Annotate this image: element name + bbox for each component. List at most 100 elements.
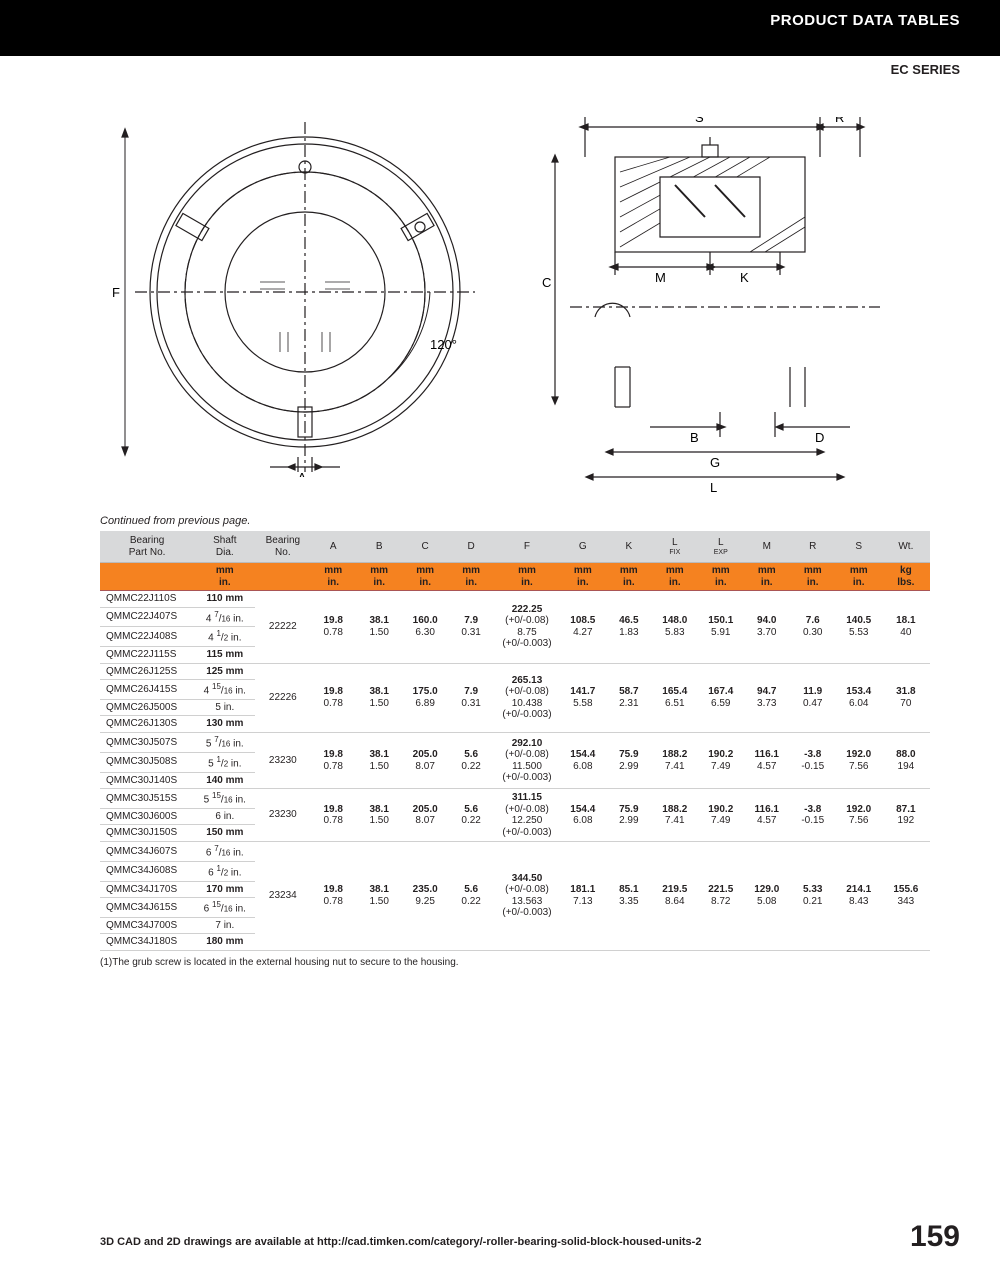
unit-header: mmin. <box>448 563 494 591</box>
dim-G: 181.17.13 <box>560 841 606 950</box>
part-no: QMMC30J507S <box>100 732 194 752</box>
dim-F: 292.10(+0/-0.08)11.500(+0/-0.003) <box>494 732 560 788</box>
unit-header: mmin. <box>494 563 560 591</box>
dim-A: 19.80.78 <box>310 732 356 788</box>
svg-text:D: D <box>815 430 824 445</box>
svg-text:L: L <box>710 480 717 495</box>
part-no: QMMC26J130S <box>100 716 194 733</box>
shaft-dia: 140 mm <box>194 772 255 789</box>
diagram-section: C S R M K B D G L <box>520 117 900 497</box>
dim-S: 192.07.56 <box>836 732 882 788</box>
dim-M: 116.14.57 <box>744 732 790 788</box>
dim-Lfix: 188.27.41 <box>652 732 698 788</box>
unit-header: mmin. <box>194 563 255 591</box>
bearing-no: 23234 <box>255 841 310 950</box>
unit-header: mmin. <box>356 563 402 591</box>
header-bar: PRODUCT DATA TABLES <box>0 0 1000 56</box>
dim-A: 19.80.78 <box>310 663 356 732</box>
col-header: C <box>402 531 448 563</box>
col-header: A <box>310 531 356 563</box>
col-header: K <box>606 531 652 563</box>
dim-K: 75.92.99 <box>606 732 652 788</box>
svg-text:M: M <box>655 270 666 285</box>
dim-Lfix: 188.27.41 <box>652 789 698 842</box>
dim-Lexp: 150.15.91 <box>698 591 744 664</box>
dim-S: 140.55.53 <box>836 591 882 664</box>
unit-header: mmin. <box>310 563 356 591</box>
part-no: QMMC30J508S <box>100 752 194 772</box>
part-no: QMMC34J615S <box>100 898 194 918</box>
dim-Lexp: 190.27.49 <box>698 732 744 788</box>
col-header: LFIX <box>652 531 698 563</box>
shaft-dia: 110 mm <box>194 591 255 608</box>
dim-Lexp: 167.46.59 <box>698 663 744 732</box>
shaft-dia: 5 15/16 in. <box>194 789 255 809</box>
part-no: QMMC34J608S <box>100 861 194 881</box>
dim-B: 38.11.50 <box>356 789 402 842</box>
shaft-dia: 115 mm <box>194 647 255 664</box>
svg-text:F: F <box>112 285 120 300</box>
part-no: QMMC26J500S <box>100 699 194 716</box>
dim-D: 5.60.22 <box>448 789 494 842</box>
dim-M: 129.05.08 <box>744 841 790 950</box>
col-header: BearingPart No. <box>100 531 194 563</box>
dim-B: 38.11.50 <box>356 663 402 732</box>
dim-C: 235.09.25 <box>402 841 448 950</box>
dim-A: 19.80.78 <box>310 841 356 950</box>
page-footer: 3D CAD and 2D drawings are available at … <box>0 1228 1000 1268</box>
svg-text:R: R <box>835 117 844 125</box>
unit-header: mmin. <box>698 563 744 591</box>
shaft-dia: 170 mm <box>194 881 255 898</box>
dim-R: 7.60.30 <box>790 591 836 664</box>
col-header: B <box>356 531 402 563</box>
shaft-dia: 4 7/16 in. <box>194 607 255 627</box>
dim-Lexp: 190.27.49 <box>698 789 744 842</box>
dim-R: -3.8-0.15 <box>790 732 836 788</box>
dim-Lfix: 148.05.83 <box>652 591 698 664</box>
shaft-dia: 6 7/16 in. <box>194 841 255 861</box>
table-body: QMMC22J110S110 mm2222219.80.7838.11.5016… <box>100 591 930 951</box>
shaft-dia: 7 in. <box>194 917 255 934</box>
part-no: QMMC22J110S <box>100 591 194 608</box>
dim-B: 38.11.50 <box>356 732 402 788</box>
part-no: QMMC30J150S <box>100 825 194 842</box>
dim-R: -3.8-0.15 <box>790 789 836 842</box>
dim-M: 94.03.70 <box>744 591 790 664</box>
shaft-dia: 6 in. <box>194 808 255 825</box>
dim-F: 344.50(+0/-0.08)13.563(+0/-0.003) <box>494 841 560 950</box>
part-no: QMMC22J407S <box>100 607 194 627</box>
page-number: 159 <box>910 1220 960 1254</box>
dim-R: 5.330.21 <box>790 841 836 950</box>
dim-K: 85.13.35 <box>606 841 652 950</box>
shaft-dia: 4 15/16 in. <box>194 680 255 700</box>
footnote: (1)The grub screw is located in the exte… <box>100 957 1000 968</box>
dim-G: 154.46.08 <box>560 789 606 842</box>
table-header-row-2: mmin.mmin.mmin.mmin.mmin.mmin.mmin.mmin.… <box>100 563 930 591</box>
dim-Lfix: 165.46.51 <box>652 663 698 732</box>
part-no: QMMC30J140S <box>100 772 194 789</box>
shaft-dia: 5 1/2 in. <box>194 752 255 772</box>
bearing-no: 23230 <box>255 789 310 842</box>
table-row: QMMC30J515S5 15/16 in.2323019.80.7838.11… <box>100 789 930 809</box>
col-header: Wt. <box>882 531 930 563</box>
unit-header: kglbs. <box>882 563 930 591</box>
part-no: QMMC22J408S <box>100 627 194 647</box>
col-header: G <box>560 531 606 563</box>
dim-K: 58.72.31 <box>606 663 652 732</box>
bearing-no: 22222 <box>255 591 310 664</box>
footer-text: 3D CAD and 2D drawings are available at … <box>100 1236 701 1248</box>
unit-header <box>100 563 194 591</box>
col-header: LEXP <box>698 531 744 563</box>
dim-C: 205.08.07 <box>402 789 448 842</box>
dim-K: 75.92.99 <box>606 789 652 842</box>
shaft-dia: 6 15/16 in. <box>194 898 255 918</box>
dim-D: 5.60.22 <box>448 732 494 788</box>
unit-header <box>255 563 310 591</box>
dim-Lfix: 219.58.64 <box>652 841 698 950</box>
dim-C: 175.06.89 <box>402 663 448 732</box>
part-no: QMMC26J125S <box>100 663 194 680</box>
dim-S: 153.46.04 <box>836 663 882 732</box>
dim-G: 141.75.58 <box>560 663 606 732</box>
dim-A: 19.80.78 <box>310 591 356 664</box>
dim-F: 222.25(+0/-0.08)8.75(+0/-0.003) <box>494 591 560 664</box>
